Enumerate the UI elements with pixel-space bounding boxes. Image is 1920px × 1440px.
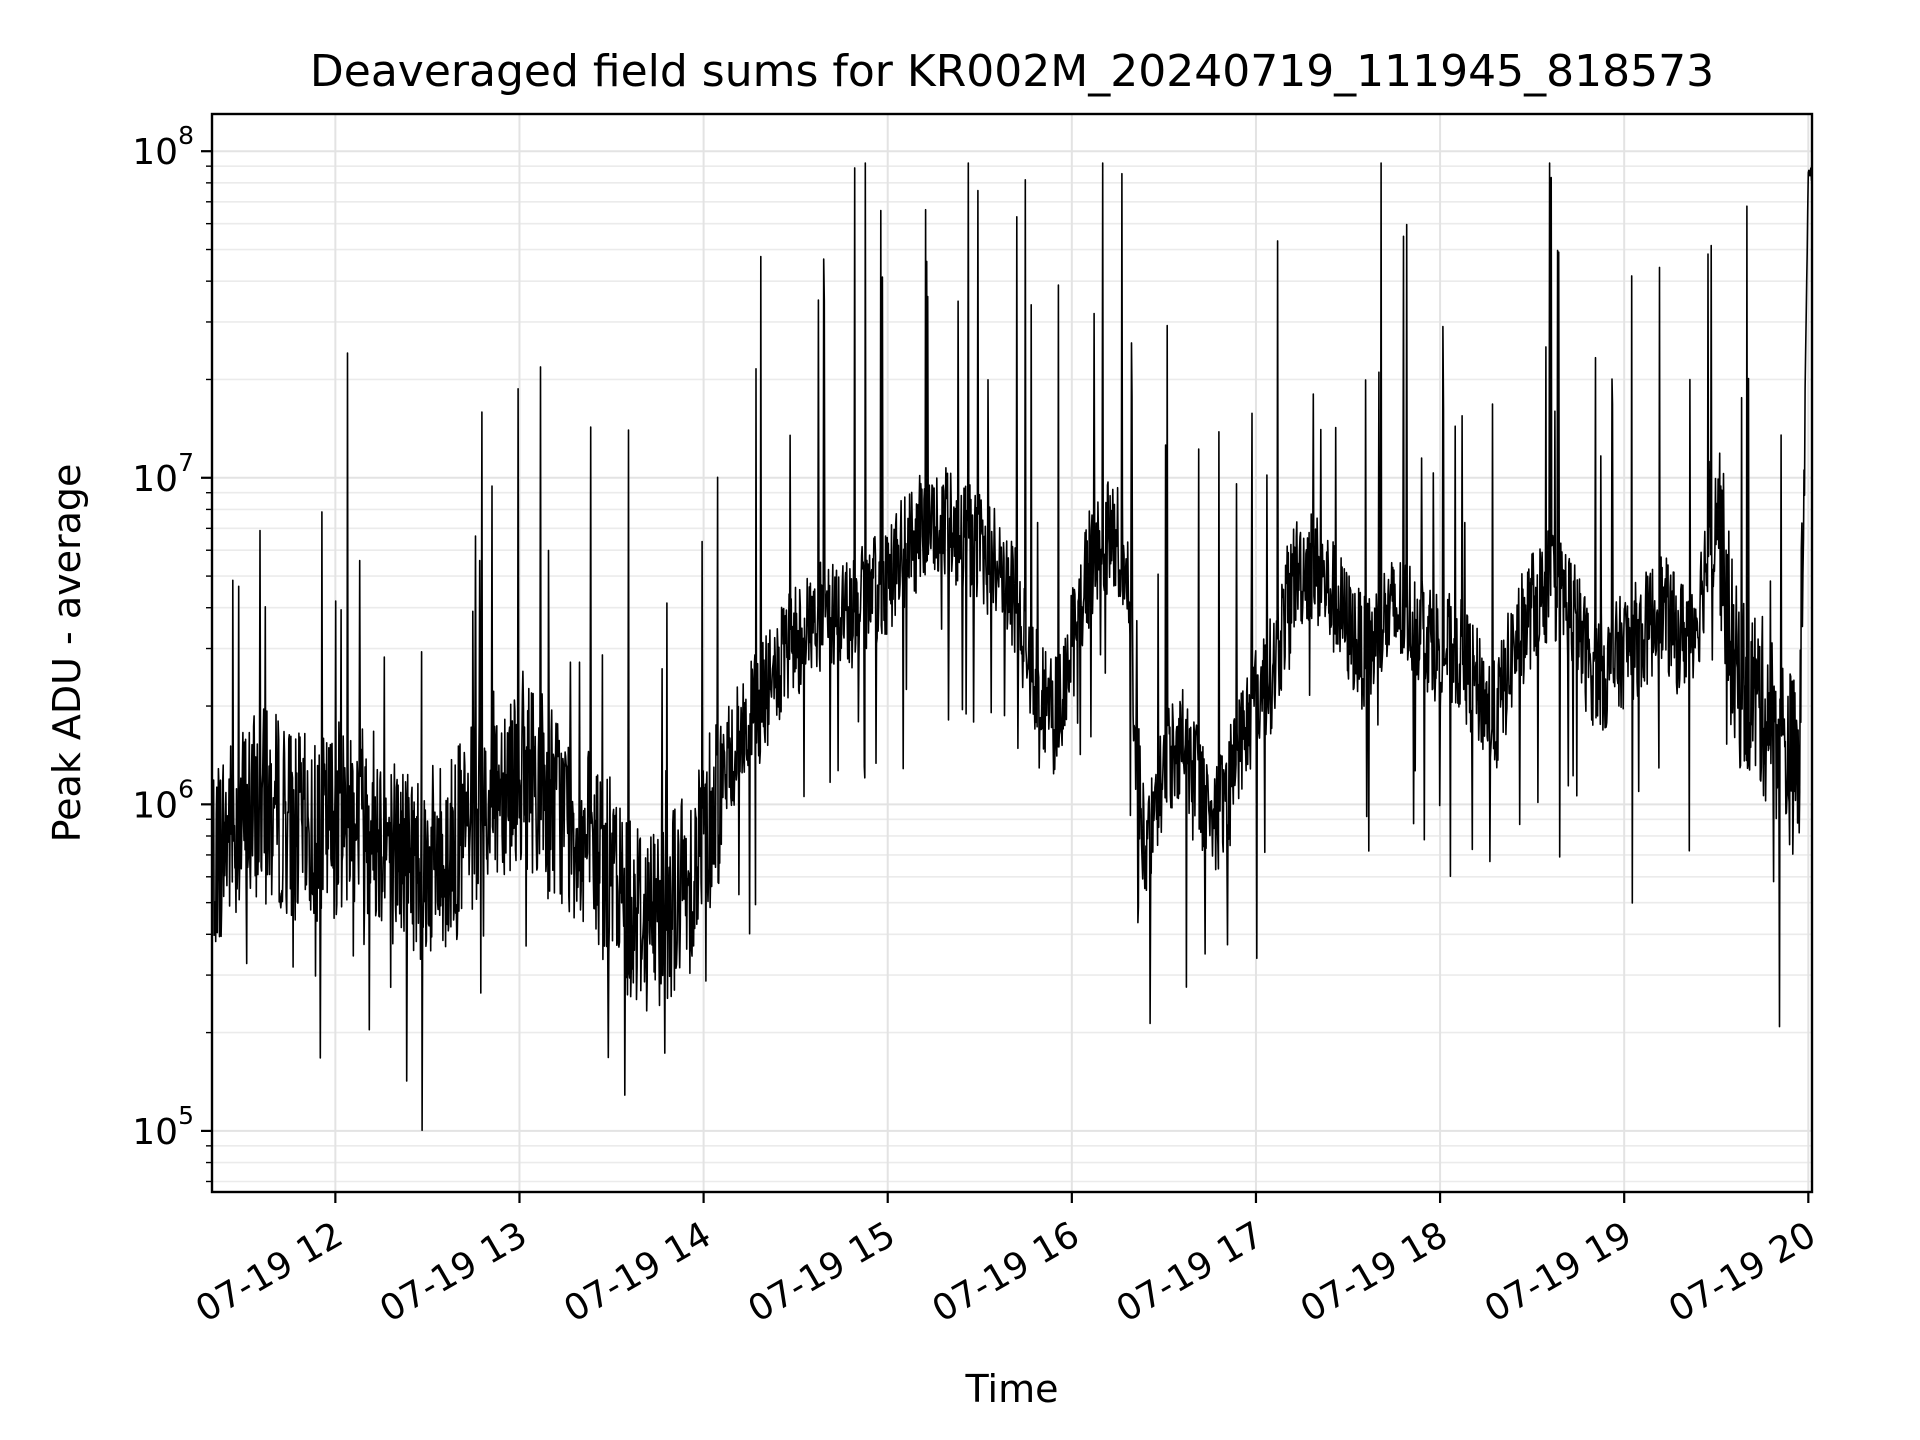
y-tick-exponent: 6 bbox=[178, 774, 194, 803]
x-axis-label: Time bbox=[965, 1367, 1059, 1411]
y-tick-label: 106 bbox=[132, 774, 194, 826]
y-tick-label: 105 bbox=[132, 1101, 194, 1153]
chart-title: Deaveraged field sums for KR002M_2024071… bbox=[310, 46, 1714, 97]
series-line-peak-adu bbox=[211, 162, 1813, 1132]
plot-area-frame bbox=[210, 112, 1814, 1194]
y-tick-exponent: 8 bbox=[178, 121, 194, 150]
y-tick-base: 10 bbox=[132, 1112, 178, 1153]
y-tick-base: 10 bbox=[132, 132, 178, 173]
y-tick-label: 108 bbox=[132, 121, 194, 173]
y-tick-exponent: 7 bbox=[178, 448, 194, 477]
y-tick-label: 107 bbox=[132, 448, 194, 500]
tick-layer bbox=[201, 150, 1810, 1203]
y-axis-label: Peak ADU - average bbox=[45, 464, 89, 843]
y-tick-base: 10 bbox=[132, 459, 178, 500]
y-tick-exponent: 5 bbox=[178, 1101, 194, 1130]
y-tick-base: 10 bbox=[132, 785, 178, 826]
